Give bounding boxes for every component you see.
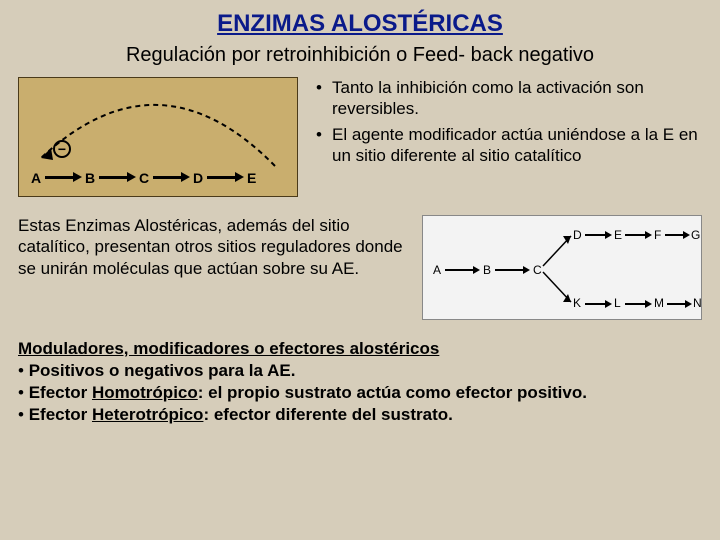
arrow-mn — [667, 303, 685, 305]
arrowhead-cd — [181, 172, 190, 182]
node-a: A — [31, 170, 41, 186]
page-subtitle: Regulación por retroinhibición o Feed- b… — [18, 44, 702, 67]
bullet-2: • El agente modificador actúa uniéndose … — [316, 124, 702, 167]
node-k: K — [573, 296, 581, 310]
feedback-diagram: − A B C D E — [18, 77, 298, 197]
footer-block: Moduladores, modificadores o efectores a… — [18, 338, 702, 426]
bullet-1: • Tanto la inhibición como la activación… — [316, 77, 702, 120]
arrow-bc — [99, 176, 127, 179]
feedback-arc — [19, 78, 299, 198]
arrowhead-kl — [605, 300, 612, 308]
bullet-1-text: Tanto la inhibición como la activación s… — [332, 77, 702, 120]
node-d2: D — [573, 228, 582, 242]
arrowhead-mn — [685, 300, 692, 308]
footer-item-1: • Positivos o negativos para la AE. — [18, 360, 702, 382]
node-n: N — [693, 296, 702, 310]
node-b: B — [85, 170, 95, 186]
arrowhead-lm — [645, 300, 652, 308]
node-g2: G — [691, 228, 700, 242]
node-m: M — [654, 296, 664, 310]
top-bullet-list: • Tanto la inhibición como la activación… — [316, 77, 702, 170]
footer-item-1-text: Positivos o negativos para la AE. — [29, 361, 296, 380]
minus-icon: − — [53, 140, 71, 158]
page-title: ENZIMAS ALOSTÉRICAS — [18, 10, 702, 38]
bullet-dot-icon: • — [18, 383, 29, 402]
footer-item-2: • Efector Homotrópico: el propio sustrat… — [18, 382, 702, 404]
row-2: Estas Enzimas Alostéricas, además del si… — [18, 215, 702, 320]
arrow-de — [207, 176, 235, 179]
node-d: D — [193, 170, 203, 186]
arrowhead-de2 — [605, 231, 612, 239]
footer-item-2-rest: : el propio sustrato actúa como efector … — [198, 383, 587, 402]
footer-item-3-lead: Efector — [29, 405, 92, 424]
footer-heading-text: Moduladores, modificadores o efectores a… — [18, 339, 439, 358]
bullet-2-text: El agente modificador actúa uniéndose a … — [332, 124, 702, 167]
arrowhead-ef — [645, 231, 652, 239]
footer-item-3-term: Heterotrópico — [92, 405, 203, 424]
footer-item-2-lead: Efector — [29, 383, 92, 402]
arrowhead-bc — [127, 172, 136, 182]
arrowhead-de — [235, 172, 244, 182]
footer-item-2-term: Homotrópico — [92, 383, 198, 402]
row-1: − A B C D E • Tanto la inhibición como l… — [18, 77, 702, 197]
arrow-lm — [625, 303, 645, 305]
arrowhead-fg — [683, 231, 690, 239]
mid-paragraph: Estas Enzimas Alostéricas, además del si… — [18, 215, 404, 279]
arrow-kl — [585, 303, 605, 305]
branching-diagram: A B C D E F G K L M N — [422, 215, 702, 320]
bullet-dot-icon: • — [18, 361, 29, 380]
node-l: L — [614, 296, 621, 310]
arrow-ef — [625, 234, 645, 236]
node-c: C — [139, 170, 149, 186]
arrow-fg — [665, 234, 683, 236]
arrowhead-ab — [73, 172, 82, 182]
footer-heading: Moduladores, modificadores o efectores a… — [18, 338, 702, 360]
footer-item-3: • Efector Heterotrópico: efector diferen… — [18, 404, 702, 426]
bullet-dot-icon: • — [316, 124, 332, 167]
node-e2: E — [614, 228, 622, 242]
bullet-dot-icon: • — [18, 405, 29, 424]
bullet-dot-icon: • — [316, 77, 332, 120]
footer-item-3-rest: : efector diferente del sustrato. — [203, 405, 452, 424]
arrow-de2 — [585, 234, 605, 236]
node-f2: F — [654, 228, 661, 242]
arrow-cd — [153, 176, 181, 179]
arrow-ab — [45, 176, 73, 179]
node-e: E — [247, 170, 256, 186]
